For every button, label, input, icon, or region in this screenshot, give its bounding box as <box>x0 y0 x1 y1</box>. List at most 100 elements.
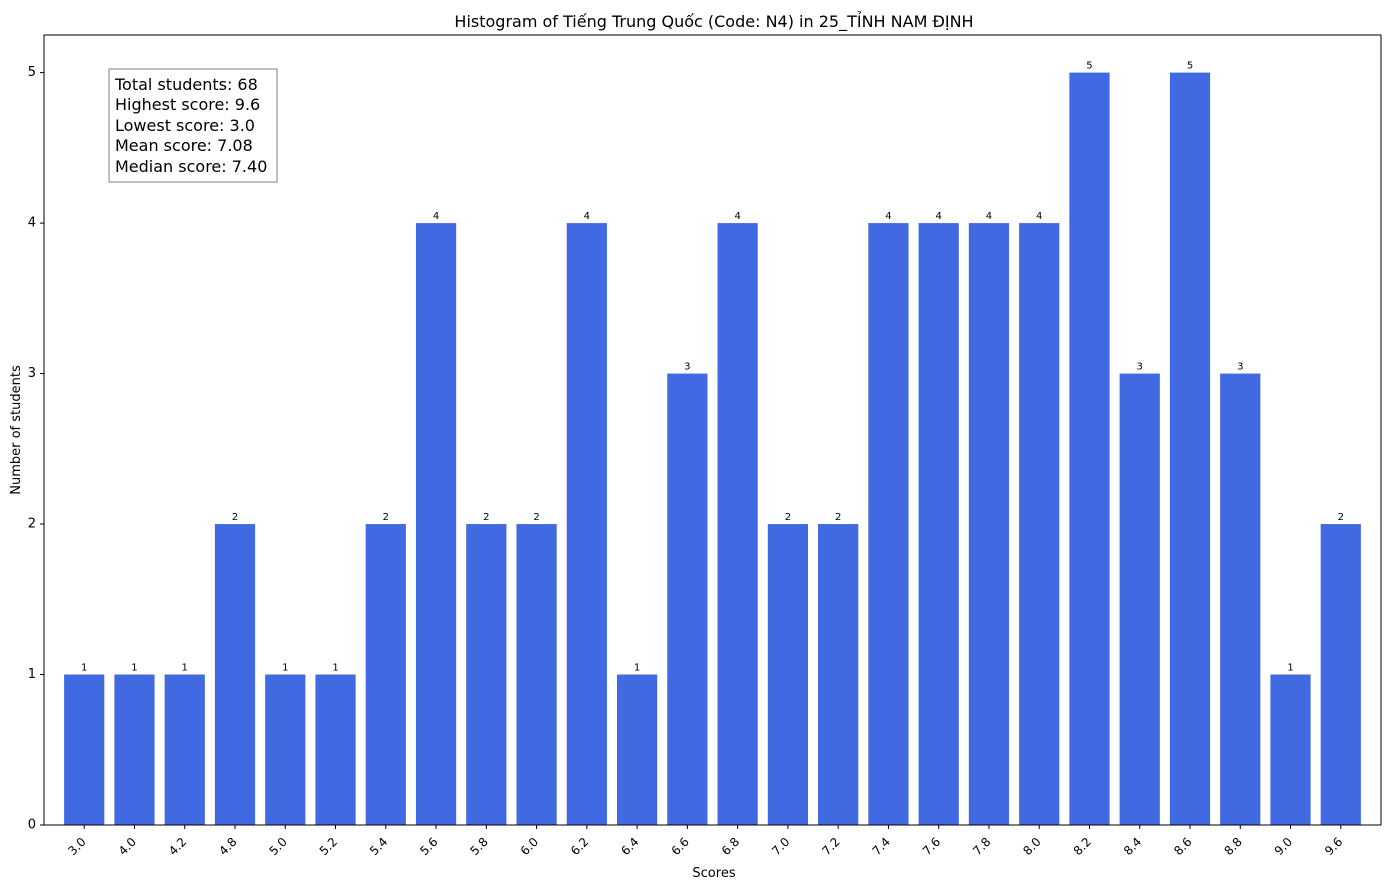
bar-value-label: 3 <box>1237 362 1243 373</box>
x-tick-label: 6.2 <box>568 835 591 858</box>
bar-5.8 <box>466 524 507 825</box>
x-tick-label: 7.4 <box>870 835 893 858</box>
bar-8.6 <box>1169 72 1211 826</box>
x-tick-label: 7.6 <box>920 835 943 858</box>
x-tick-label: 5.4 <box>367 835 390 858</box>
bar-7.0 <box>767 524 808 825</box>
x-tick-label: 4.0 <box>116 835 139 858</box>
bar-value-label: 2 <box>232 512 238 523</box>
bar-value-label: 3 <box>1137 362 1143 373</box>
bar-3.0 <box>64 674 105 825</box>
x-tick-label: 4.2 <box>166 835 189 858</box>
stats-median-score: Median score: 7.40 <box>115 157 267 176</box>
bar-value-label: 1 <box>332 663 338 674</box>
bar-value-label: 2 <box>835 512 841 523</box>
bar-value-label: 2 <box>1338 512 1344 523</box>
bar-value-label: 2 <box>533 512 539 523</box>
value-labels-layer: 1 1 1 2 1 1 2 4 2 2 4 1 3 4 2 2 4 4 4 4 5 3 5 3 1 2 <box>81 61 1344 674</box>
bar-9.0 <box>1270 674 1311 825</box>
bar-value-label: 3 <box>684 362 690 373</box>
bar-value-label: 5 <box>1086 61 1092 72</box>
chart-title: Histogram of Tiếng Trung Quốc (Code: N4)… <box>454 11 973 32</box>
bar-8.8 <box>1220 373 1261 825</box>
bar-value-label: 1 <box>81 663 87 674</box>
bar-4.2 <box>164 674 205 825</box>
bar-value-label: 4 <box>433 211 439 222</box>
x-tick-label: 3.0 <box>65 835 88 858</box>
stats-total-students: Total students: 68 <box>114 75 258 94</box>
x-tick-label: 5.8 <box>468 835 491 858</box>
y-tick-label: 4 <box>28 216 36 231</box>
x-tick-label: 8.2 <box>1071 835 1094 858</box>
x-tick-label: 8.4 <box>1121 835 1144 858</box>
bar-8.4 <box>1119 373 1160 825</box>
bar-value-label: 4 <box>986 211 992 222</box>
bar-7.8 <box>968 223 1010 826</box>
bar-value-label: 4 <box>584 211 590 222</box>
x-tick-label: 6.6 <box>669 835 692 858</box>
x-tick-label: 7.0 <box>769 835 792 858</box>
stats-box: Total students: 68 Highest score: 9.6 Lo… <box>108 68 278 183</box>
x-axis-label: Scores <box>692 866 735 881</box>
stats-lowest-score: Lowest score: 3.0 <box>115 116 255 135</box>
bar-value-label: 5 <box>1187 61 1193 72</box>
x-tick-label: 6.8 <box>719 835 742 858</box>
stats-mean-score: Mean score: 7.08 <box>115 136 253 155</box>
bar-7.6 <box>918 223 959 826</box>
bar-value-label: 4 <box>734 211 740 222</box>
bar-6.6 <box>667 373 708 825</box>
bar-9.6 <box>1320 524 1361 825</box>
x-tick-label: 6.4 <box>618 835 641 858</box>
bar-7.2 <box>818 524 859 825</box>
bar-value-label: 2 <box>383 512 389 523</box>
bar-6.8 <box>717 223 758 826</box>
y-axis-label: Number of students <box>9 365 24 495</box>
x-tick-label: 9.6 <box>1322 835 1345 858</box>
y-tick-label: 1 <box>28 667 36 682</box>
y-tick-label: 2 <box>28 517 36 532</box>
x-axis-ticks: 3.0 4.0 4.2 4.8 5.0 5.2 5.4 5.6 5.8 6.0 6.2 6.4 6.6 6… <box>65 825 1345 858</box>
bar-5.6 <box>415 223 457 826</box>
x-tick-label: 8.8 <box>1221 835 1244 858</box>
bar-4.8 <box>214 524 256 825</box>
x-tick-label: 8.6 <box>1171 835 1194 858</box>
stats-box-frame <box>108 68 278 183</box>
bars-layer <box>64 72 1361 826</box>
bar-8.0 <box>1019 223 1060 826</box>
y-tick-label: 0 <box>28 818 36 833</box>
x-tick-label: 4.8 <box>216 835 239 858</box>
x-tick-label: 6.0 <box>518 835 541 858</box>
bar-value-label: 1 <box>634 663 640 674</box>
bar-4.0 <box>114 674 155 825</box>
bar-5.2 <box>315 674 356 825</box>
y-tick-label: 3 <box>28 366 36 381</box>
bar-6.2 <box>566 223 607 826</box>
x-tick-label: 5.6 <box>417 835 440 858</box>
y-axis-ticks: 0 1 2 3 4 5 <box>28 65 44 833</box>
bar-value-label: 1 <box>131 663 137 674</box>
bar-5.4 <box>365 524 406 825</box>
bar-value-label: 1 <box>1287 663 1293 674</box>
bar-7.4 <box>868 223 909 826</box>
bar-value-label: 4 <box>935 211 941 222</box>
x-tick-label: 5.2 <box>317 835 340 858</box>
bar-6.4 <box>617 674 658 825</box>
bar-value-label: 2 <box>483 512 489 523</box>
bar-value-label: 4 <box>885 211 891 222</box>
bar-value-label: 1 <box>282 663 288 674</box>
bar-6.0 <box>516 524 557 825</box>
x-tick-label: 8.0 <box>1020 835 1043 858</box>
bar-value-label: 1 <box>182 663 188 674</box>
bar-5.0 <box>265 674 306 825</box>
x-tick-label: 5.0 <box>266 835 289 858</box>
plot-frame <box>43 34 1382 826</box>
x-tick-label: 7.2 <box>819 835 842 858</box>
bar-value-label: 4 <box>1036 211 1042 222</box>
x-tick-label: 7.8 <box>970 835 993 858</box>
x-tick-label: 9.0 <box>1272 835 1295 858</box>
bar-value-label: 2 <box>785 512 791 523</box>
y-tick-label: 5 <box>28 65 36 80</box>
bar-8.2 <box>1069 72 1110 826</box>
stats-highest-score: Highest score: 9.6 <box>115 95 260 114</box>
